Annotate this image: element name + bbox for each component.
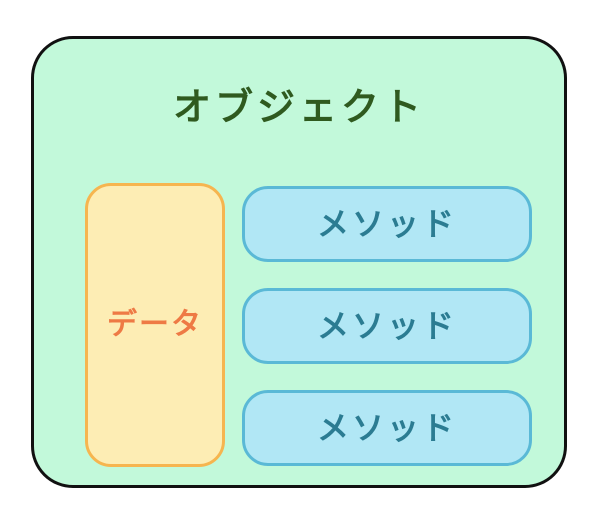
method-box: メソッド <box>242 186 532 262</box>
data-box: データ <box>85 183 225 467</box>
object-title: オブジェクト <box>172 85 425 129</box>
data-label: データ <box>107 307 203 342</box>
method-label: メソッド <box>316 205 457 243</box>
method-label: メソッド <box>316 409 457 447</box>
method-label: メソッド <box>316 307 457 345</box>
method-box: メソッド <box>242 390 532 466</box>
method-box: メソッド <box>242 288 532 364</box>
